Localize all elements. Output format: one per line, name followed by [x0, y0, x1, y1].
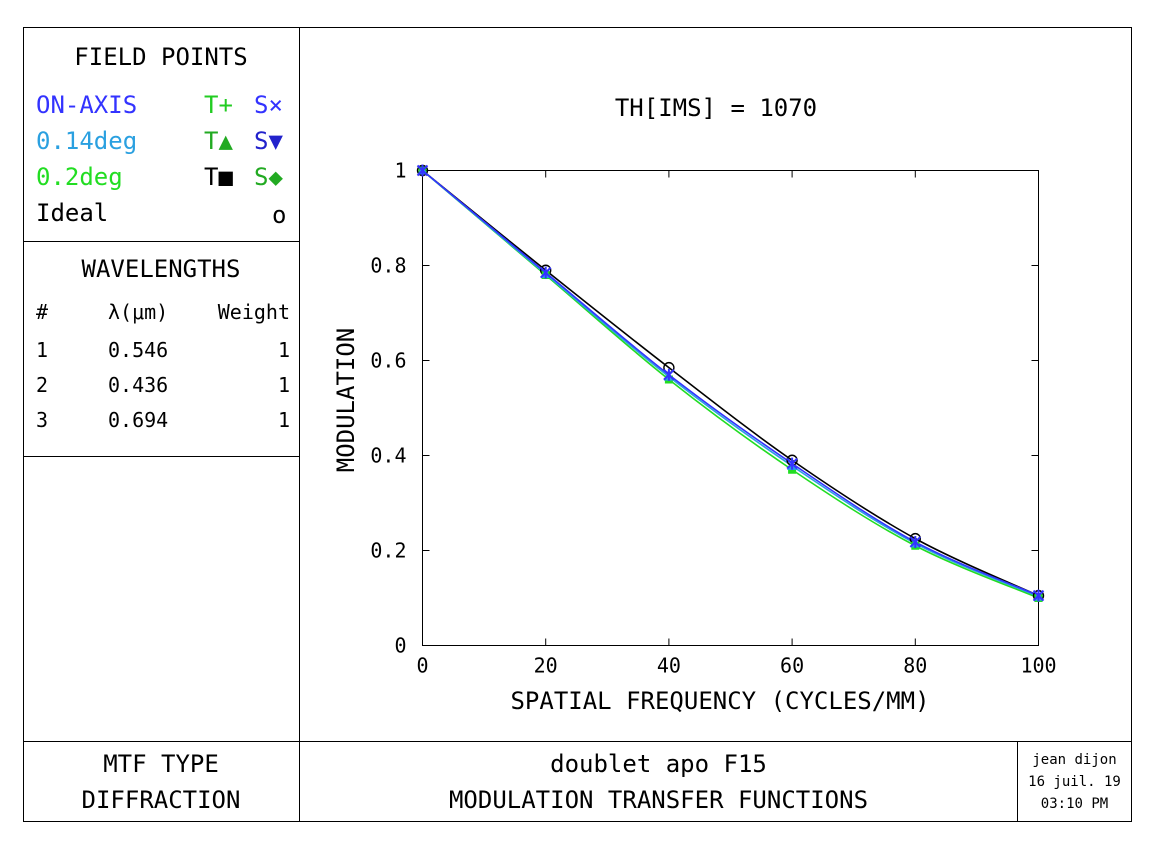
- x-tick-label: 40: [657, 654, 681, 678]
- legend-row-ideal: Ideal o: [36, 199, 290, 229]
- chart-title: TH[IMS] = 1070: [615, 94, 817, 122]
- data-point-on-axis: [909, 535, 922, 548]
- data-point-on-axis: [1032, 589, 1045, 602]
- legend-t-marker-02deg: T■: [204, 163, 233, 191]
- wavelength-header-row: # λ(μm) Weight: [36, 300, 290, 330]
- legend-row-014deg: 0.14deg T▲ S▼: [36, 127, 290, 157]
- legend-name-ideal: Ideal: [36, 199, 109, 227]
- plot-date: 16 juil. 19: [1028, 774, 1121, 790]
- wavelength-num: 2: [36, 373, 49, 397]
- field-points-heading: FIELD POINTS: [74, 43, 248, 71]
- wavelength-weight: 1: [277, 408, 290, 432]
- legend-row-on-axis: ON-AXIS T+ S×: [36, 91, 290, 121]
- wavelength-row: 2 0.436 1: [36, 373, 290, 403]
- wavelength-col-weight: Weight: [217, 300, 290, 324]
- x-tick-label: 60: [780, 654, 804, 678]
- legend-s-marker-02deg: S◆: [254, 163, 283, 191]
- series-markers: [416, 164, 1045, 602]
- y-tick-label: 0: [394, 634, 406, 658]
- data-point-on-axis: [416, 164, 429, 177]
- legend-name-on-axis: ON-AXIS: [36, 91, 138, 119]
- wavelength-value: 0.436: [108, 373, 169, 397]
- data-point-on-axis: [663, 368, 675, 381]
- legend-ideal-circle-icon: o: [272, 201, 287, 229]
- legend-s-marker-014deg: S▼: [254, 127, 283, 155]
- series-line-on-axis: [421, 169, 1039, 597]
- user-name: jean dijon: [1032, 752, 1117, 768]
- legend-t-marker-on-axis: T+: [204, 91, 233, 119]
- wavelength-weight: 1: [277, 338, 290, 362]
- series-line-0-2deg: [421, 169, 1039, 599]
- wavelength-col-lambda: λ(μm): [108, 300, 169, 324]
- wavelength-value: 0.694: [108, 408, 169, 432]
- wavelength-row: 3 0.694 1: [36, 408, 290, 438]
- plot-title: MODULATION TRANSFER FUNCTIONS: [448, 786, 869, 814]
- mtf-type-value: DIFFRACTION: [81, 786, 241, 814]
- legend-s-marker-on-axis: S×: [254, 91, 283, 119]
- legend-name-014deg: 0.14deg: [36, 127, 138, 155]
- x-axis-label: SPATIAL FREQUENCY (CYCLES/MM): [510, 687, 929, 715]
- y-axis-label: MODULATION: [332, 328, 360, 473]
- data-point-on-axis: [786, 457, 798, 470]
- y-tick-label: 0.6: [370, 349, 406, 373]
- y-tick-label: 0.2: [370, 539, 406, 563]
- series-line-0-14deg: [421, 169, 1039, 598]
- legend-row-02deg: 0.2deg T■ S◆: [36, 163, 290, 193]
- wavelength-value: 0.546: [108, 338, 169, 362]
- y-tick-label: 0.4: [370, 444, 406, 468]
- wavelength-num: 3: [36, 408, 49, 432]
- x-tick-label: 80: [903, 654, 927, 678]
- plot-area: [422, 170, 1039, 646]
- wavelengths-heading: WAVELENGTHS: [81, 255, 241, 283]
- series-line-ideal: [421, 169, 1039, 597]
- legend-name-02deg: 0.2deg: [36, 163, 123, 191]
- series-lines: [421, 169, 1039, 599]
- legend-t-marker-014deg: T▲: [204, 127, 233, 155]
- x-tick-label: 20: [534, 654, 558, 678]
- wavelength-col-num: #: [36, 300, 49, 324]
- outer-border: [23, 27, 1132, 822]
- wavelength-weight: 1: [277, 373, 290, 397]
- x-tick-label: 0: [416, 654, 428, 678]
- wavelength-row: 1 0.546 1: [36, 338, 290, 368]
- axis-ticks: 0 20 40 60 80 100 0 0.2 0.4 0.6 0.8 1: [370, 159, 1056, 678]
- plot-time: 03:10 PM: [1040, 796, 1109, 812]
- wavelength-num: 1: [36, 338, 49, 362]
- y-tick-label: 1: [394, 159, 406, 183]
- mtf-type-label: MTF TYPE: [103, 750, 219, 778]
- data-point-on-axis: [539, 266, 552, 279]
- system-name: doublet apo F15: [550, 750, 767, 778]
- x-tick-label: 100: [1020, 654, 1056, 678]
- y-tick-label: 0.8: [370, 254, 406, 278]
